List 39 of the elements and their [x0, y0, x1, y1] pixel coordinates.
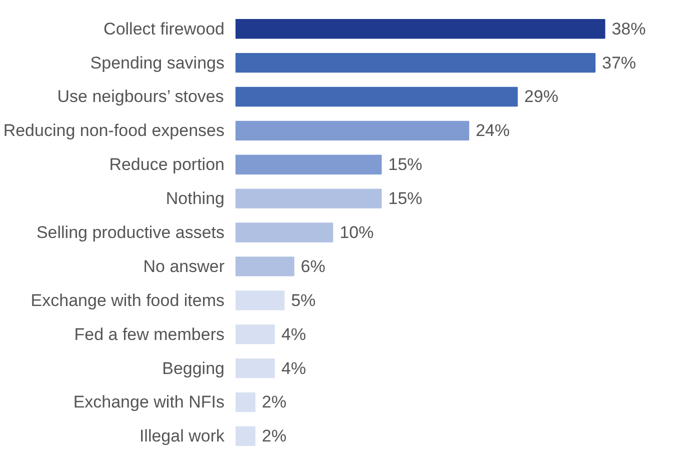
y-tick-label: Illegal work	[139, 426, 225, 446]
bar	[236, 120, 470, 141]
data-label: 29%	[524, 87, 558, 106]
bar	[236, 222, 334, 242]
bar	[236, 154, 382, 174]
data-label: 4%	[281, 324, 306, 344]
y-tick-label: Fed a few members	[74, 324, 225, 344]
y-tick-label: Reducing non-food expenses	[3, 121, 225, 140]
y-tick-label: Use neigbours’ stoves	[57, 87, 224, 106]
bar	[236, 256, 294, 276]
data-label: 6%	[300, 256, 326, 276]
bar	[236, 426, 256, 446]
data-label: 37%	[602, 53, 636, 72]
bar	[236, 19, 606, 39]
bar	[236, 86, 518, 107]
y-tick-label: Exchange with food items	[30, 290, 225, 310]
bar	[236, 358, 275, 378]
y-tick-label: Nothing	[166, 189, 225, 208]
data-label: 5%	[291, 290, 316, 310]
data-label: 10%	[340, 223, 374, 242]
data-label: 2%	[262, 426, 287, 446]
bar	[236, 52, 596, 73]
bar	[236, 290, 285, 310]
data-label: 38%	[612, 19, 646, 38]
y-tick-label: Reduce portion	[109, 155, 225, 174]
data-label: 2%	[262, 392, 287, 412]
data-label: 15%	[388, 155, 422, 174]
bar	[236, 324, 275, 344]
bar	[236, 392, 256, 412]
y-tick-label: Exchange with NFIs	[73, 392, 225, 412]
data-label: 15%	[388, 189, 422, 208]
y-tick-label: No answer	[143, 256, 225, 276]
y-tick-label: Spending savings	[90, 53, 225, 72]
data-label: 4%	[281, 358, 306, 378]
y-tick-label: Collect firewood	[104, 19, 225, 38]
bar	[236, 188, 382, 208]
y-tick-label: Begging	[162, 358, 224, 378]
y-tick-label: Selling productive assets	[36, 223, 224, 242]
data-label: 24%	[476, 121, 510, 140]
